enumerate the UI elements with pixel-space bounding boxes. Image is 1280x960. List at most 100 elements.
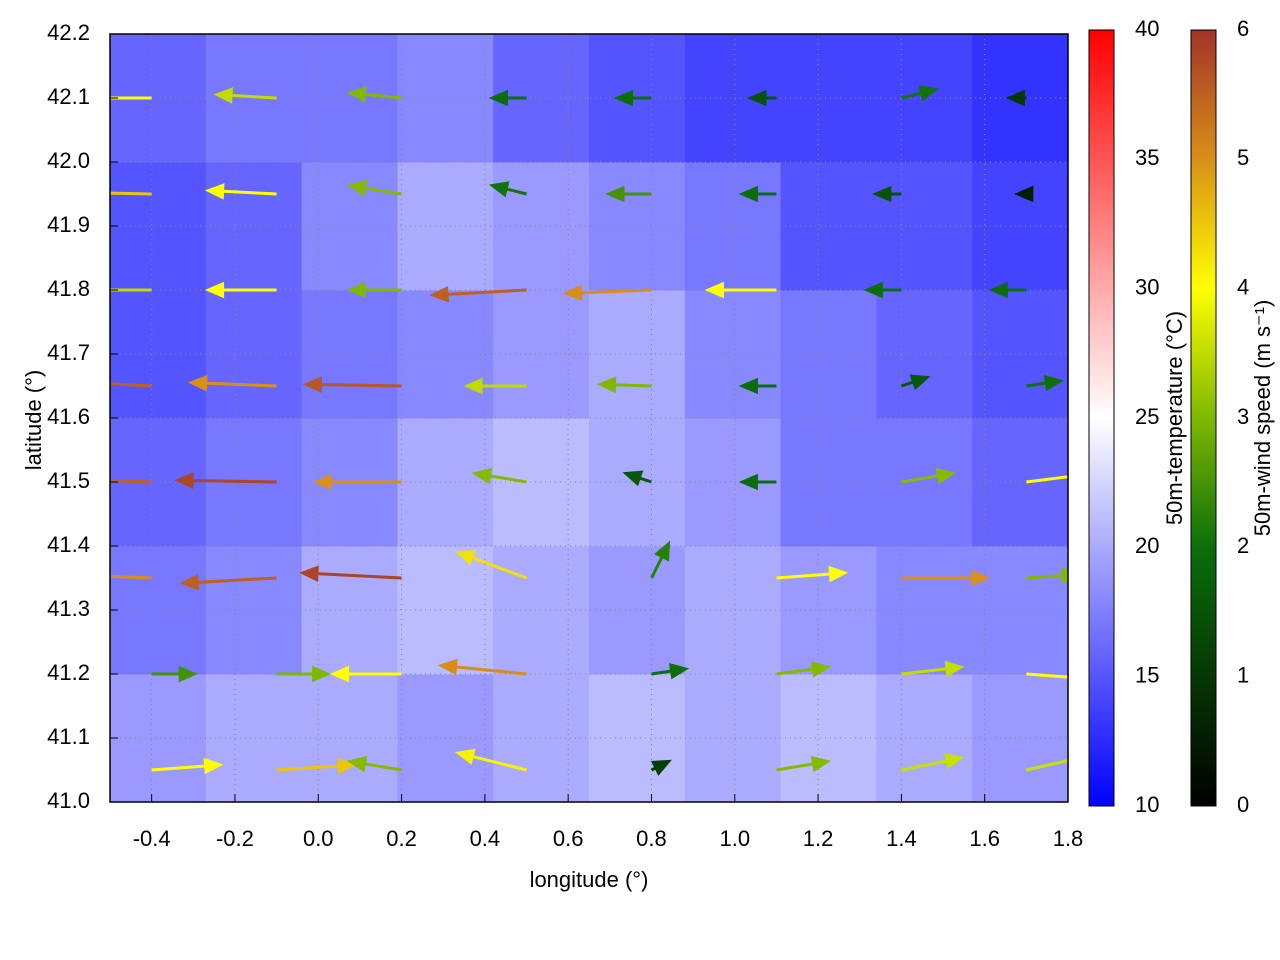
wind-vector bbox=[776, 755, 832, 773]
y-tick-label: 41.4 bbox=[47, 532, 90, 557]
wind-vector bbox=[110, 382, 152, 388]
temperature-cell bbox=[205, 674, 303, 802]
wind-vector bbox=[110, 574, 152, 580]
y-tick-label: 41.6 bbox=[47, 404, 90, 429]
wind-vector bbox=[613, 89, 652, 107]
colorbar-tick-label: 1 bbox=[1237, 662, 1249, 687]
colorbar-tick-label: 3 bbox=[1237, 404, 1249, 429]
wind-vector bbox=[346, 281, 402, 299]
wind-vector bbox=[213, 87, 277, 104]
wind-vector bbox=[276, 665, 332, 683]
temperature-cell bbox=[301, 162, 398, 291]
wind-vector bbox=[596, 376, 652, 394]
temperature-cell bbox=[876, 162, 973, 291]
wind-vector bbox=[650, 759, 672, 776]
wind-vector bbox=[151, 665, 198, 683]
x-tick-label: -0.4 bbox=[133, 826, 171, 851]
wind-vector bbox=[747, 89, 777, 107]
temperature-field bbox=[110, 34, 1068, 802]
y-tick-label: 41.9 bbox=[47, 212, 90, 237]
wind-vector bbox=[776, 565, 849, 583]
colorbar-tick-label: 35 bbox=[1135, 145, 1159, 170]
temperature-cell bbox=[205, 546, 303, 675]
wind-vector bbox=[429, 285, 527, 303]
temperature-cell bbox=[493, 546, 590, 675]
temperature-cell bbox=[301, 34, 398, 163]
temperature-cell bbox=[876, 674, 973, 802]
wind-vector bbox=[346, 755, 402, 773]
wind-vector bbox=[329, 665, 402, 683]
wind-vector bbox=[650, 540, 671, 579]
wind-vector bbox=[872, 185, 902, 203]
wind-vector bbox=[605, 185, 652, 203]
wind-vector bbox=[179, 573, 277, 591]
wind-vector bbox=[1005, 89, 1027, 107]
temperature-cell bbox=[110, 546, 207, 675]
y-tick-label: 42.0 bbox=[47, 148, 90, 173]
wind-vector bbox=[276, 757, 357, 775]
x-tick-label: 0.6 bbox=[553, 826, 584, 851]
wind-vector bbox=[704, 281, 777, 299]
temperature-cell bbox=[684, 546, 782, 675]
wind-vector bbox=[174, 472, 277, 489]
wind-vector bbox=[471, 467, 527, 485]
wind-vector bbox=[110, 191, 152, 196]
wind-vector bbox=[187, 374, 277, 392]
wind-vector bbox=[900, 374, 931, 391]
y-tick-label: 41.7 bbox=[47, 340, 90, 365]
temperature-cell bbox=[301, 674, 398, 802]
wind-vector bbox=[562, 284, 652, 302]
wind-vector bbox=[863, 281, 902, 299]
wind-vector bbox=[312, 473, 402, 491]
y-tick-label: 41.8 bbox=[47, 276, 90, 301]
y-axis-label: latitude (°) bbox=[21, 370, 46, 471]
temperature-colorbar bbox=[1088, 29, 1115, 807]
temperature-cell bbox=[876, 290, 973, 419]
wind-vector bbox=[346, 179, 402, 197]
wind-vector bbox=[1014, 185, 1034, 203]
axes: -0.4 -0.2 0.0 0.2 0.4 0.6 0.8 1.0 1.2 1.4 1.6 1.841… bbox=[47, 16, 1249, 851]
x-tick-label: 0.8 bbox=[636, 826, 667, 851]
colorbar-tick-label: 6 bbox=[1237, 16, 1249, 41]
wind-vector bbox=[988, 281, 1027, 299]
wind-vector bbox=[1026, 758, 1068, 772]
wind-vector bbox=[738, 473, 777, 491]
wind-vector bbox=[1026, 672, 1068, 679]
x-tick-label: 1.2 bbox=[803, 826, 834, 851]
colorbar-label: 50m-temperature (°C) bbox=[1162, 311, 1187, 525]
x-tick-label: 0.0 bbox=[303, 826, 334, 851]
wind-vector bbox=[738, 185, 777, 203]
wind-vector bbox=[110, 478, 152, 484]
y-tick-label: 42.2 bbox=[47, 20, 90, 45]
wind-vector bbox=[1026, 475, 1068, 484]
colorbar-tick-label: 30 bbox=[1135, 274, 1159, 299]
colorbar-tick-label: 25 bbox=[1135, 404, 1159, 429]
colorbar-tick-label: 40 bbox=[1135, 16, 1159, 41]
wind-vector bbox=[738, 377, 777, 395]
wind-vector bbox=[651, 663, 690, 680]
wind-vector bbox=[901, 660, 965, 678]
wind-vectors bbox=[110, 85, 1068, 776]
y-tick-label: 41.3 bbox=[47, 596, 90, 621]
colorbar-tick-label: 2 bbox=[1237, 533, 1249, 558]
wind-vector bbox=[454, 748, 527, 772]
colorbar-tick-label: 10 bbox=[1135, 792, 1159, 817]
x-tick-label: 0.4 bbox=[470, 826, 501, 851]
temperature-cell bbox=[684, 162, 782, 291]
wind-vector bbox=[776, 661, 832, 678]
x-tick-label: -0.2 bbox=[216, 826, 254, 851]
wind-vector bbox=[488, 89, 527, 107]
wind-vector bbox=[901, 467, 957, 485]
wind-vector bbox=[299, 565, 402, 582]
wind-vector bbox=[622, 470, 652, 487]
wind-vector bbox=[437, 658, 527, 676]
y-tick-label: 41.2 bbox=[47, 660, 90, 685]
colorbar-label: 50m-wind speed (m s⁻¹) bbox=[1250, 300, 1275, 537]
temperature-cell bbox=[110, 674, 207, 802]
wind-vector bbox=[463, 377, 527, 395]
wind-vector bbox=[151, 757, 224, 775]
temperature-cell bbox=[493, 290, 590, 419]
colorbar-tick-label: 5 bbox=[1237, 145, 1249, 170]
temperature-cell bbox=[876, 418, 973, 547]
